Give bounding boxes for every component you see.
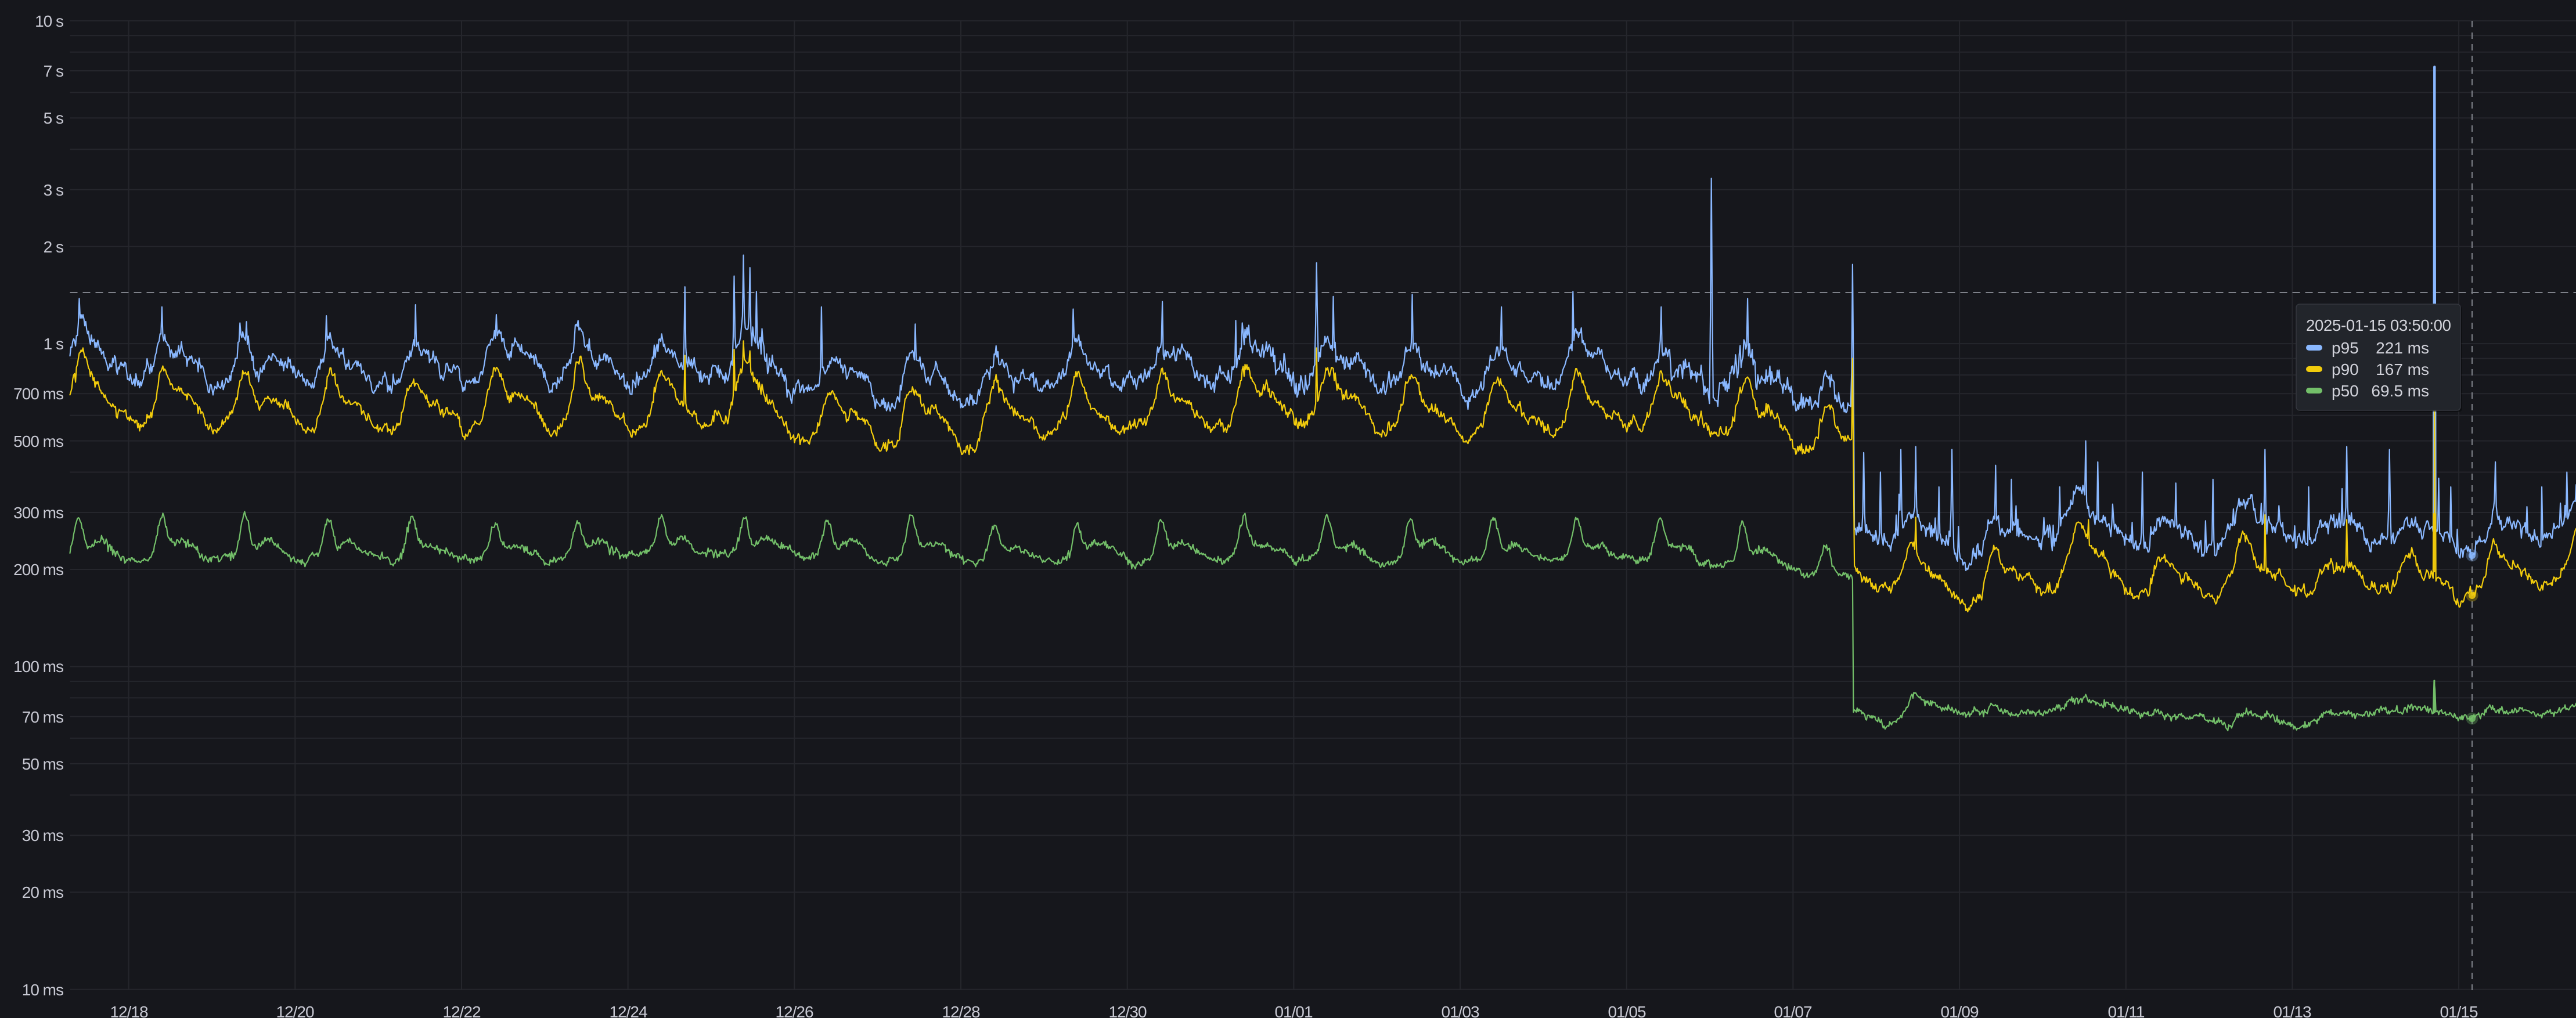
svg-text:01/11: 01/11 <box>2108 1003 2145 1018</box>
svg-text:12/28: 12/28 <box>942 1003 979 1018</box>
svg-text:167 ms: 167 ms <box>2376 360 2429 378</box>
svg-text:01/01: 01/01 <box>1274 1003 1312 1018</box>
svg-text:10 ms: 10 ms <box>22 981 63 999</box>
svg-text:100 ms: 100 ms <box>13 658 63 676</box>
svg-text:12/24: 12/24 <box>609 1003 647 1018</box>
svg-text:20 ms: 20 ms <box>22 883 63 901</box>
svg-text:221 ms: 221 ms <box>2376 339 2429 357</box>
svg-text:p50: p50 <box>2332 382 2359 400</box>
svg-text:12/22: 12/22 <box>442 1003 480 1018</box>
svg-text:50 ms: 50 ms <box>22 755 63 773</box>
svg-text:01/15: 01/15 <box>2440 1003 2477 1018</box>
svg-text:01/05: 01/05 <box>1608 1003 1645 1018</box>
svg-text:69.5 ms: 69.5 ms <box>2371 382 2429 400</box>
svg-text:12/20: 12/20 <box>276 1003 314 1018</box>
svg-text:7 s: 7 s <box>44 62 63 80</box>
svg-text:200 ms: 200 ms <box>13 561 63 579</box>
svg-text:2025-01-15 03:50:00: 2025-01-15 03:50:00 <box>2306 316 2451 334</box>
svg-text:70 ms: 70 ms <box>22 708 63 726</box>
svg-text:10 s: 10 s <box>35 12 63 30</box>
svg-text:12/30: 12/30 <box>1108 1003 1146 1018</box>
svg-text:300 ms: 300 ms <box>13 504 63 522</box>
svg-text:3 s: 3 s <box>44 181 63 199</box>
svg-text:1 s: 1 s <box>44 335 63 353</box>
svg-text:500 ms: 500 ms <box>13 432 63 450</box>
svg-text:12/26: 12/26 <box>775 1003 813 1018</box>
svg-text:01/03: 01/03 <box>1441 1003 1479 1018</box>
svg-text:12/18: 12/18 <box>110 1003 147 1018</box>
svg-text:p95: p95 <box>2332 339 2359 357</box>
svg-text:700 ms: 700 ms <box>13 385 63 403</box>
svg-text:2 s: 2 s <box>44 238 63 256</box>
svg-text:01/07: 01/07 <box>1774 1003 1811 1018</box>
svg-text:01/09: 01/09 <box>1940 1003 1978 1018</box>
svg-text:30 ms: 30 ms <box>22 826 63 844</box>
svg-text:5 s: 5 s <box>44 109 63 127</box>
svg-text:01/13: 01/13 <box>2273 1003 2311 1018</box>
svg-text:p90: p90 <box>2332 360 2359 378</box>
